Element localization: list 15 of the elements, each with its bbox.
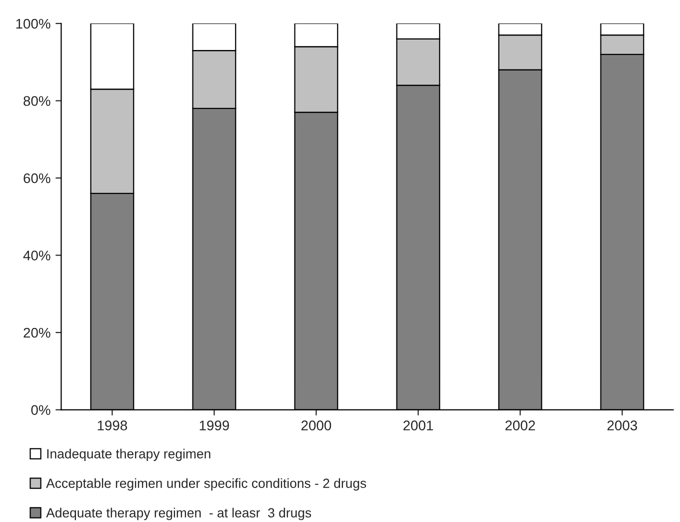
y-tick-label: 20% (24, 328, 50, 338)
x-tick-label: 2002 (505, 420, 535, 430)
y-tick-label: 100% (16, 18, 50, 29)
legend-label: Acceptable regimen under specific conditions - 2 drugs (46, 478, 366, 491)
legend-label: Inadequate therapy regimen (47, 448, 210, 462)
y-tick-label: 60% (24, 173, 50, 184)
x-tick-label: 1998 (98, 420, 128, 430)
y-tick-label: 80% (24, 96, 50, 106)
x-tick-label: 2001 (403, 420, 433, 430)
legend-label: Adequate therapy regimen - at leasr 3 drugs (46, 508, 312, 520)
x-tick-label: 2003 (607, 420, 638, 430)
x-tick-label: 1999 (200, 420, 229, 430)
y-tick-label: 40% (23, 250, 50, 260)
y-tick-label: 0% (31, 405, 50, 415)
x-tick-label: 2000 (301, 420, 332, 430)
